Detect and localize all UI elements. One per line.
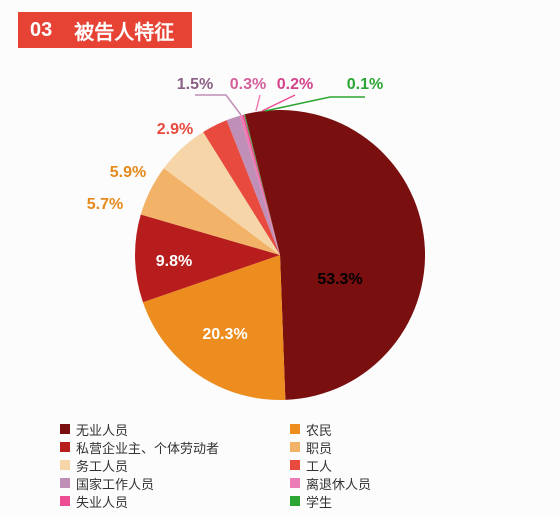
legend-label: 离退休人员	[306, 474, 371, 493]
legend-label: 学生	[306, 492, 332, 511]
legend-item: 私营企业主、个体劳动者	[60, 438, 290, 456]
legend-label: 国家工作人员	[76, 474, 154, 493]
legend-item: 工人	[290, 456, 520, 474]
legend-label: 无业人员	[76, 420, 128, 439]
legend-item: 农民	[290, 420, 520, 438]
leader-line	[195, 95, 241, 115]
pie-slice-label: 53.3%	[317, 271, 362, 289]
legend-label: 失业人员	[76, 492, 128, 511]
legend-swatch	[60, 460, 70, 470]
pie-chart-area: 53.3% 20.3% 9.8% 5.7% 5.9% 2.9% 1.5% 0.3% 0.2% 0.…	[0, 55, 560, 435]
section-header: 03 被告人特征	[18, 12, 192, 48]
pie-slice-label: 5.9%	[110, 164, 146, 182]
section-title: 被告人特征	[64, 12, 192, 48]
legend-item: 职员	[290, 438, 520, 456]
leader-line	[265, 97, 365, 111]
pie-slice-label: 20.3%	[202, 326, 247, 344]
legend-swatch	[60, 496, 70, 506]
pie-slice-label: 0.2%	[277, 76, 313, 94]
legend-swatch	[60, 442, 70, 452]
legend-swatch	[60, 424, 70, 434]
legend-swatch	[290, 478, 300, 488]
pie-slice-label: 0.1%	[347, 76, 383, 94]
section-number: 03	[18, 12, 64, 48]
pie-slice-label: 2.9%	[157, 121, 193, 139]
pie-slice-label: 9.8%	[156, 253, 192, 271]
legend-item: 离退休人员	[290, 474, 520, 492]
pie-slice-label: 5.7%	[87, 196, 123, 214]
pie-slice-label: 1.5%	[177, 76, 213, 94]
legend-item: 国家工作人员	[60, 474, 290, 492]
legend-swatch	[290, 460, 300, 470]
legend-item: 务工人员	[60, 456, 290, 474]
legend-label: 务工人员	[76, 456, 128, 475]
legend: 无业人员 农民私营企业主、个体劳动者 职员务工人员 工人国家工作人员 离退休人员失业人员…	[60, 420, 520, 510]
legend-item: 无业人员	[60, 420, 290, 438]
legend-label: 农民	[306, 420, 332, 439]
legend-label: 私营企业主、个体劳动者	[76, 438, 219, 457]
legend-item: 失业人员	[60, 492, 290, 510]
legend-label: 工人	[306, 456, 332, 475]
legend-swatch	[290, 442, 300, 452]
legend-swatch	[60, 478, 70, 488]
legend-label: 职员	[306, 438, 332, 457]
legend-swatch	[290, 424, 300, 434]
pie-slice-label: 0.3%	[230, 76, 266, 94]
legend-swatch	[290, 496, 300, 506]
leader-line	[256, 95, 260, 111]
legend-item: 学生	[290, 492, 520, 510]
